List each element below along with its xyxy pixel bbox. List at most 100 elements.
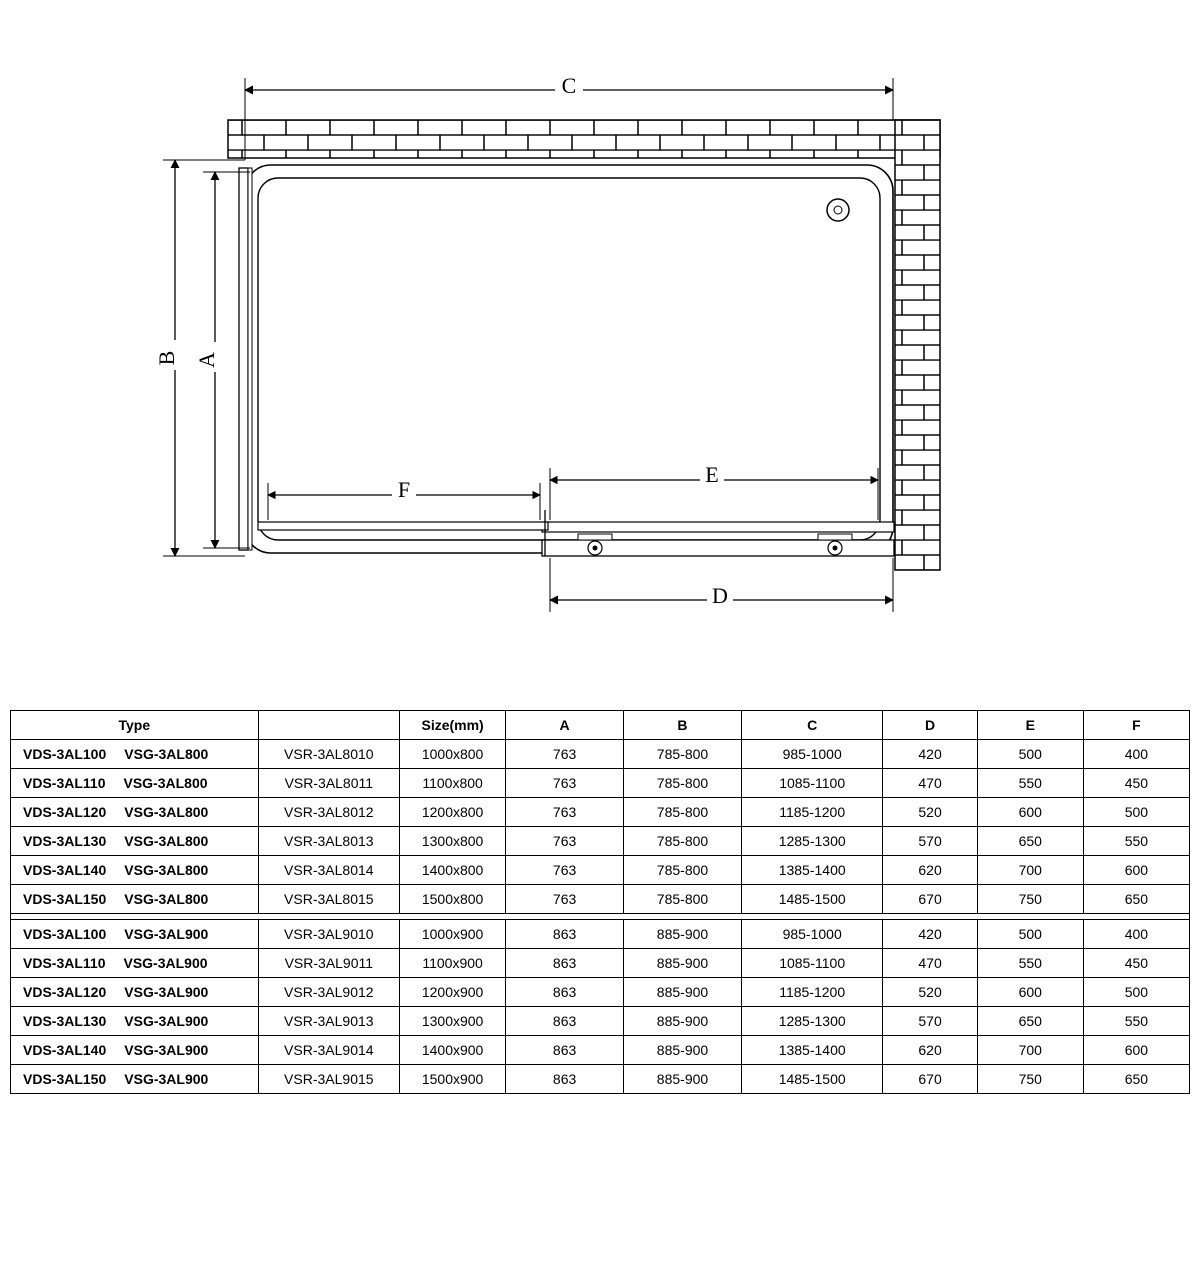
cell-size: 1300x900 [400,1007,506,1036]
cell-c: 1285-1300 [741,827,882,856]
cell-model: VSR-3AL8014 [258,856,399,885]
cell-d: 570 [883,1007,977,1036]
dimension-d: D [550,558,893,612]
cell-a: 863 [506,1036,624,1065]
table-row: VDS-3AL120VSG-3AL900VSR-3AL90121200x9008… [11,978,1190,1007]
table-header-cell: A [506,711,624,740]
cell-a: 763 [506,856,624,885]
label-e: E [705,462,718,487]
table-header-cell: F [1083,711,1189,740]
cell-f: 500 [1083,978,1189,1007]
cell-model: VSR-3AL9011 [258,949,399,978]
cell-model: VSR-3AL8010 [258,740,399,769]
cell-c: 1385-1400 [741,1036,882,1065]
cell-b: 785-800 [624,798,742,827]
cell-d: 520 [883,798,977,827]
label-a: A [194,352,219,368]
table-row: VDS-3AL140VSG-3AL900VSR-3AL90141400x9008… [11,1036,1190,1065]
cell-a: 763 [506,827,624,856]
cell-size: 1200x800 [400,798,506,827]
table-row: VDS-3AL110VSG-3AL800VSR-3AL80111100x8007… [11,769,1190,798]
cell-type: VDS-3AL130VSG-3AL800 [11,827,259,856]
page-root: C B A [0,0,1200,1270]
cell-e: 500 [977,740,1083,769]
spec-table: TypeSize(mm)ABCDEF VDS-3AL100VSG-3AL800V… [10,710,1190,1094]
cell-type: VDS-3AL110VSG-3AL800 [11,769,259,798]
cell-f: 650 [1083,885,1189,914]
table-header-row: TypeSize(mm)ABCDEF [11,711,1190,740]
cell-size: 1300x800 [400,827,506,856]
cell-c: 1085-1100 [741,769,882,798]
cell-e: 600 [977,978,1083,1007]
cell-e: 550 [977,949,1083,978]
cell-d: 620 [883,1036,977,1065]
label-c: C [562,73,577,98]
cell-e: 500 [977,920,1083,949]
cell-type: VDS-3AL100VSG-3AL900 [11,920,259,949]
cell-c: 1085-1100 [741,949,882,978]
cell-c: 1185-1200 [741,978,882,1007]
cell-a: 763 [506,885,624,914]
cell-c: 985-1000 [741,740,882,769]
table-row: VDS-3AL120VSG-3AL800VSR-3AL80121200x8007… [11,798,1190,827]
cell-size: 1200x900 [400,978,506,1007]
cell-a: 763 [506,798,624,827]
table-row: VDS-3AL110VSG-3AL900VSR-3AL90111100x9008… [11,949,1190,978]
cell-size: 1500x900 [400,1065,506,1094]
cell-b: 785-800 [624,856,742,885]
cell-f: 500 [1083,798,1189,827]
cell-model: VSR-3AL9015 [258,1065,399,1094]
cell-e: 700 [977,856,1083,885]
cell-f: 450 [1083,769,1189,798]
cell-c: 1485-1500 [741,885,882,914]
cell-size: 1400x800 [400,856,506,885]
table-row: VDS-3AL140VSG-3AL800VSR-3AL80141400x8007… [11,856,1190,885]
cell-a: 863 [506,949,624,978]
cell-type: VDS-3AL100VSG-3AL800 [11,740,259,769]
cell-a: 863 [506,920,624,949]
spec-table-element: TypeSize(mm)ABCDEF VDS-3AL100VSG-3AL800V… [10,710,1190,1094]
cell-model: VSR-3AL8012 [258,798,399,827]
table-header-cell: E [977,711,1083,740]
cell-e: 600 [977,798,1083,827]
cell-d: 570 [883,827,977,856]
cell-f: 550 [1083,1007,1189,1036]
cell-model: VSR-3AL8015 [258,885,399,914]
cell-b: 885-900 [624,1007,742,1036]
cell-type: VDS-3AL130VSG-3AL900 [11,1007,259,1036]
cell-size: 1100x900 [400,949,506,978]
cell-b: 785-800 [624,885,742,914]
table-row: VDS-3AL130VSG-3AL800VSR-3AL80131300x8007… [11,827,1190,856]
cell-size: 1400x900 [400,1036,506,1065]
cell-b: 785-800 [624,740,742,769]
cell-c: 1185-1200 [741,798,882,827]
cell-c: 1485-1500 [741,1065,882,1094]
cell-f: 400 [1083,740,1189,769]
table-header-cell: Type [11,711,259,740]
cell-f: 450 [1083,949,1189,978]
cell-a: 763 [506,740,624,769]
cell-b: 885-900 [624,949,742,978]
table-row: VDS-3AL130VSG-3AL900VSR-3AL90131300x9008… [11,1007,1190,1036]
cell-f: 600 [1083,1036,1189,1065]
cell-size: 1000x800 [400,740,506,769]
cell-a: 763 [506,769,624,798]
cell-a: 863 [506,978,624,1007]
cell-f: 650 [1083,1065,1189,1094]
cell-size: 1500x800 [400,885,506,914]
table-row: VDS-3AL150VSG-3AL800VSR-3AL80151500x8007… [11,885,1190,914]
cell-model: VSR-3AL9012 [258,978,399,1007]
table-header-cell: Size(mm) [400,711,506,740]
cell-d: 620 [883,856,977,885]
cell-d: 420 [883,740,977,769]
cell-e: 750 [977,1065,1083,1094]
cell-model: VSR-3AL9010 [258,920,399,949]
table-header-cell: B [624,711,742,740]
cell-type: VDS-3AL150VSG-3AL800 [11,885,259,914]
cell-b: 885-900 [624,1065,742,1094]
wall-top [228,120,940,158]
label-b: B [154,351,179,366]
cell-size: 1000x900 [400,920,506,949]
left-profile [239,168,252,550]
table-header-cell [258,711,399,740]
